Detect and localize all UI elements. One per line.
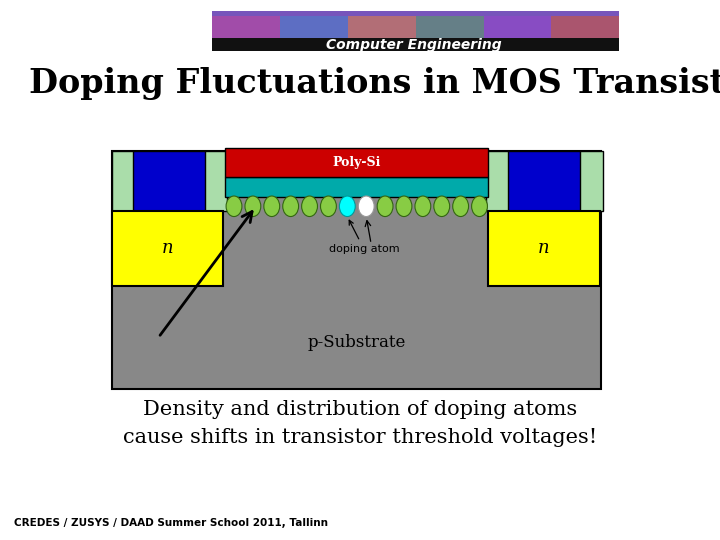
FancyBboxPatch shape xyxy=(212,11,619,51)
Text: n: n xyxy=(161,239,174,258)
Text: n: n xyxy=(538,239,550,258)
FancyBboxPatch shape xyxy=(488,211,600,286)
FancyBboxPatch shape xyxy=(348,16,416,46)
FancyBboxPatch shape xyxy=(212,38,619,51)
Ellipse shape xyxy=(226,196,242,217)
Ellipse shape xyxy=(339,196,355,217)
Text: CREDES / ZUSYS / DAAD Summer School 2011, Tallinn: CREDES / ZUSYS / DAAD Summer School 2011… xyxy=(14,518,328,528)
Text: Density and distribution of doping atoms
cause shifts in transistor threshold vo: Density and distribution of doping atoms… xyxy=(123,400,597,448)
Ellipse shape xyxy=(472,196,487,217)
FancyBboxPatch shape xyxy=(112,151,227,211)
FancyBboxPatch shape xyxy=(486,151,603,211)
Text: Poly-Si: Poly-Si xyxy=(333,156,381,169)
FancyBboxPatch shape xyxy=(416,16,484,46)
FancyBboxPatch shape xyxy=(133,151,205,211)
Ellipse shape xyxy=(453,196,469,217)
FancyBboxPatch shape xyxy=(225,148,488,177)
Text: Computer Engineering: Computer Engineering xyxy=(326,38,502,52)
FancyBboxPatch shape xyxy=(508,151,580,211)
FancyBboxPatch shape xyxy=(484,16,552,46)
FancyBboxPatch shape xyxy=(225,177,488,197)
Text: doping atom: doping atom xyxy=(328,220,400,254)
Ellipse shape xyxy=(396,196,412,217)
Text: Doping Fluctuations in MOS Transistors: Doping Fluctuations in MOS Transistors xyxy=(29,67,720,100)
Ellipse shape xyxy=(283,196,299,217)
Ellipse shape xyxy=(264,196,279,217)
Ellipse shape xyxy=(377,196,393,217)
FancyBboxPatch shape xyxy=(552,16,619,46)
FancyBboxPatch shape xyxy=(112,151,601,389)
Ellipse shape xyxy=(302,196,318,217)
FancyBboxPatch shape xyxy=(112,211,223,286)
Ellipse shape xyxy=(434,196,450,217)
Ellipse shape xyxy=(359,196,374,217)
Ellipse shape xyxy=(320,196,336,217)
FancyBboxPatch shape xyxy=(280,16,348,46)
Ellipse shape xyxy=(245,196,261,217)
Ellipse shape xyxy=(415,196,431,217)
FancyBboxPatch shape xyxy=(212,16,280,46)
Text: p-Substrate: p-Substrate xyxy=(307,334,405,352)
